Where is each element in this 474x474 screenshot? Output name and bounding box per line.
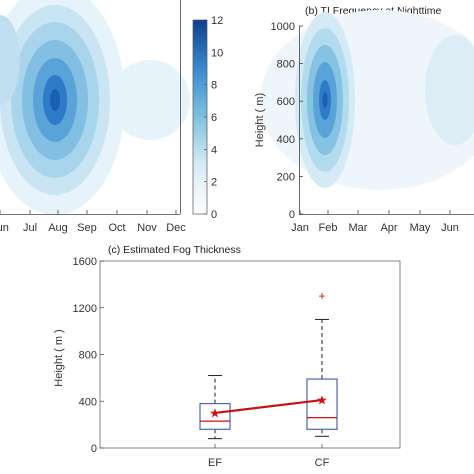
y-ticks-c: 0 400 800 1200 1600	[73, 256, 104, 455]
panel-b: (b) TI Frequency at Nighttime 0200400600…	[254, 5, 474, 234]
contour-b-right	[425, 35, 474, 145]
colorbar-tick-label: 8	[211, 80, 217, 92]
colorbar-tick-label: 10	[211, 47, 223, 59]
contour-b-6	[322, 92, 328, 108]
x-tick-label-b: May	[410, 222, 431, 234]
title-c: (c) Estimated Fog Thickness	[108, 244, 241, 256]
outlier-marker: +	[318, 289, 325, 303]
ylabel-c: Height ( m )	[53, 329, 65, 386]
x-tick-label-a: Sep	[77, 222, 97, 234]
heatmap-a-contours	[0, 0, 190, 215]
x-tick-label-c: CF	[315, 457, 330, 469]
boxplots: + ★ ★	[199, 289, 338, 440]
mean-marker: ★	[316, 394, 328, 409]
x-tick-label-a: Jul	[23, 222, 37, 234]
box-ef	[199, 375, 231, 440]
mean-line	[214, 398, 323, 415]
y-tick-label-b: 800	[277, 59, 295, 71]
x-tick-label-b: Jun	[441, 222, 459, 234]
x-tick-label-c: EF	[208, 457, 222, 469]
colorbar-tick-label: 2	[211, 177, 217, 189]
box-iqr	[306, 378, 338, 430]
y-tick-label-b: 600	[277, 96, 295, 108]
x-tick-label-a: Nov	[137, 222, 157, 234]
x-tick-label-a: Dec	[166, 222, 186, 234]
x-tick-label-b: Apr	[380, 222, 397, 234]
x-tick-label-b: Jan	[291, 222, 309, 234]
contour-left-edge	[0, 15, 20, 105]
y-ticks-b: 0 200 400 600 800 1000	[271, 21, 303, 221]
y-tick-label-c: 1200	[73, 303, 97, 315]
contour-level-7	[50, 89, 60, 111]
panel-c: (c) Estimated Fog Thickness 0 400 800 1200 1…	[53, 244, 401, 469]
x-tick-label-b: Feb	[319, 222, 338, 234]
x-tick-label-a: Jun	[0, 222, 9, 234]
x-tick-label-a: Aug	[48, 222, 68, 234]
x-ticks-c: EF CF	[208, 444, 330, 469]
y-tick-label-c: 0	[91, 443, 97, 455]
panel-a: Jun Jul Aug Sep Oct Nov Dec 0 2 4 6 8 10 12	[0, 0, 223, 234]
y-tick-label-c: 800	[79, 350, 97, 362]
colorbar-tick-label: 12	[211, 15, 223, 27]
y-tick-label-b: 0	[289, 209, 295, 221]
colorbar-ticks: 0 2 4 6 8 10 12	[204, 15, 223, 221]
box-cf: +	[306, 289, 338, 437]
colorbar: 0 2 4 6 8 10 12	[192, 15, 223, 221]
x-ticks-a: Jun Jul Aug Sep Oct Nov Dec	[0, 210, 186, 234]
colorbar-tick-label: 4	[211, 144, 217, 156]
y-tick-label-c: 1600	[73, 256, 97, 268]
colorbar-tick-label: 6	[211, 112, 217, 124]
mean-marker: ★	[209, 406, 221, 421]
box-iqr	[199, 402, 231, 430]
contour-level-1b	[110, 60, 190, 140]
y-tick-label-b: 1000	[271, 21, 295, 33]
x-tick-label-a: Oct	[108, 222, 125, 234]
x-ticks-b: Jan Feb Mar Apr May Jun	[291, 210, 459, 234]
heatmap-b-contours	[260, 10, 474, 190]
plot-area-c	[99, 260, 401, 449]
colorbar-tick-label: 0	[211, 209, 217, 221]
ylabel-b: Height ( m)	[254, 93, 266, 147]
x-tick-label-b: Mar	[349, 222, 368, 234]
y-tick-label-c: 400	[79, 396, 97, 408]
y-tick-label-b: 400	[277, 134, 295, 146]
y-tick-label-b: 200	[277, 171, 295, 183]
